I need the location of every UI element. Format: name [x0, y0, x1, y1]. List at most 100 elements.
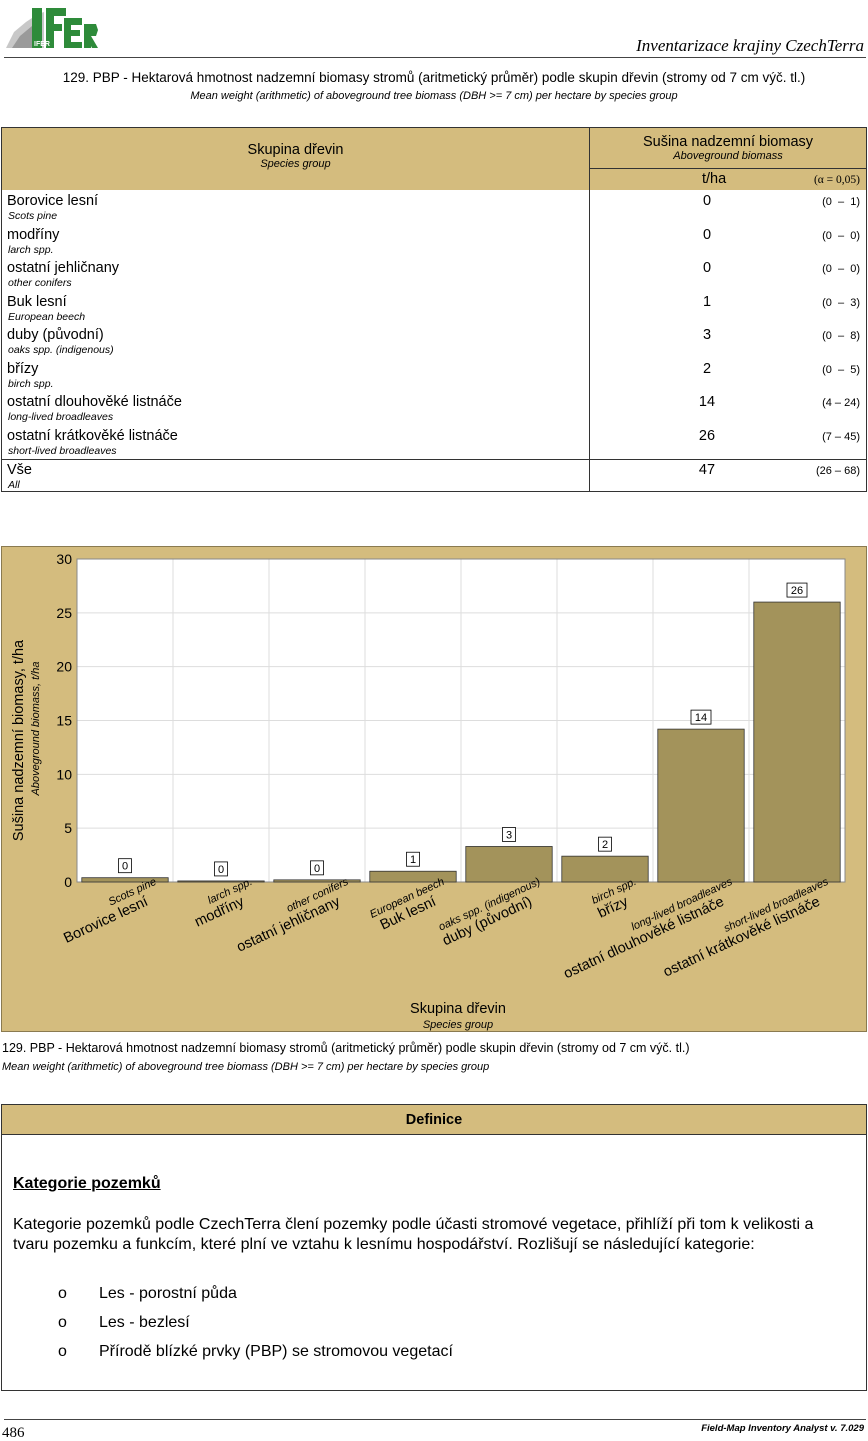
bar — [273, 879, 361, 883]
bar — [753, 601, 841, 883]
definition-item: Přírodě blízké prvky (PBP) se stromovou … — [99, 1343, 453, 1360]
biomass-header: Sušina nadzemní biomasy Aboveground biom… — [590, 134, 866, 162]
data-label: 2 — [602, 839, 608, 851]
row-value: 14 — [698, 394, 716, 410]
table-header: Skupina dřevin Species group Sušina nadz… — [2, 128, 866, 190]
row-value: 26 — [698, 427, 716, 444]
row-ci: (0 – 3) — [822, 296, 860, 309]
row-name-cz: duby (původní) — [7, 327, 104, 343]
row-ci: (0 – 0) — [822, 229, 860, 242]
species-group-header-en: Species group — [260, 158, 331, 170]
row-value: 2 — [702, 360, 712, 377]
biomass-table: Skupina dřevin Species group Sušina nadz… — [1, 127, 867, 492]
row-ci: (7 – 45) — [822, 430, 860, 443]
y-tick-label: 5 — [64, 820, 72, 836]
row-name-en: other conifers — [8, 277, 72, 289]
data-label: 26 — [791, 585, 803, 597]
row-name-en: short-lived broadleaves — [8, 444, 117, 457]
data-label: 0 — [314, 863, 320, 875]
biomass-header-en: Aboveground biomass — [673, 150, 783, 162]
row-ci: (0 – 0) — [822, 263, 860, 275]
row-name-en: oaks spp. (indigenous) — [8, 344, 114, 356]
y-tick-label: 30 — [56, 551, 72, 567]
chart-caption-en: Mean weight (arithmetic) of aboveground … — [2, 1061, 490, 1073]
y-tick-label: 20 — [56, 659, 72, 675]
row-name-en: Scots pine — [8, 210, 58, 222]
definition-heading: Kategorie pozemků — [13, 1175, 161, 1192]
table-row: ostatní krátkověké listnáče short-lived … — [2, 426, 866, 459]
document-title: Inventarizace krajiny CzechTerra — [636, 36, 864, 55]
y-axis-title-en: Aboveground biomass, t/ha — [30, 662, 42, 797]
plot-border — [76, 558, 846, 883]
x-tick-label: ostatní dlouhověké listnáče — [561, 894, 726, 982]
total-name-en: All — [8, 479, 20, 491]
row-name-en: long-lived broadleaves — [8, 411, 114, 423]
species-group-header: Skupina dřevin Species group — [2, 142, 589, 170]
y-tick-label: 15 — [56, 713, 72, 729]
row-ci: (4 – 24) — [822, 397, 860, 409]
data-label-box — [598, 836, 612, 852]
bar — [369, 870, 457, 883]
row-ci: (0 – 8) — [822, 330, 860, 342]
bullet-marker: o — [58, 1314, 67, 1331]
data-label-box — [214, 861, 228, 877]
y-axis-title: Sušina nadzemní biomasy, t/ha — [11, 639, 27, 841]
total-divider — [2, 459, 866, 460]
table-title: 129. PBP - Hektarová hmotnost nadzemní b… — [62, 70, 806, 85]
table-row: ostatní jehličnany other conifers 0 (0 –… — [2, 258, 866, 291]
data-label-box — [502, 827, 516, 842]
data-label-box — [310, 860, 324, 876]
footer-rule — [4, 1419, 866, 1420]
chart-caption: 129. PBP - Hektarová hmotnost nadzemní b… — [2, 1041, 690, 1055]
column-divider — [589, 128, 590, 491]
table-subtitle: Mean weight (arithmetic) of aboveground … — [190, 90, 678, 102]
bar — [657, 728, 745, 883]
row-name-cz: ostatní jehličnany — [7, 260, 120, 276]
definition-item: Les - bezlesí — [99, 1314, 190, 1331]
data-label: 14 — [695, 712, 707, 724]
data-label-box — [786, 582, 808, 598]
data-label-box — [406, 851, 420, 867]
row-name-cz: Borovice lesní — [7, 193, 99, 209]
table-row: Buk lesní European beech 1 (0 – 3) — [2, 292, 866, 325]
row-name-cz: modříny — [7, 226, 60, 243]
row-value: 0 — [702, 193, 712, 209]
bar — [177, 880, 265, 883]
row-name-en: larch spp. — [8, 243, 54, 256]
table-total-row: Vše All 47 (26 – 68) — [2, 460, 866, 493]
header-rule — [4, 57, 866, 58]
definition-item: Les - porostní půda — [99, 1285, 237, 1302]
row-value: 3 — [702, 327, 712, 343]
row-name-cz: břízy — [7, 360, 39, 377]
biomass-header-cz: Sušina nadzemní biomasy — [642, 134, 814, 150]
table-row: duby (původní) oaks spp. (indigenous) 3 … — [2, 325, 866, 358]
table-row: Borovice lesní Scots pine 0 (0 – 1) — [2, 191, 866, 224]
species-group-header-cz: Skupina dřevin — [247, 142, 344, 158]
row-value: 0 — [702, 226, 712, 243]
y-tick-label: 25 — [56, 605, 72, 621]
definition-header: Definice — [2, 1105, 866, 1135]
bar — [81, 877, 169, 883]
definition-box: Definice Kategorie pozemků Kategorie poz… — [1, 1104, 867, 1391]
definition-paragraph: Kategorie pozemků podle CzechTerra člení… — [13, 1216, 814, 1253]
y-tick-label: 10 — [56, 766, 72, 782]
table-row: ostatní dlouhověké listnáče long-lived b… — [2, 392, 866, 425]
data-label: 0 — [122, 861, 128, 873]
data-label: 0 — [218, 864, 224, 876]
unit-header: t/ha — [702, 171, 727, 187]
row-name-en: European beech — [8, 310, 86, 323]
logo-text: IFER — [34, 41, 50, 48]
table-row: modříny larch spp. 0 (0 – 0) — [2, 225, 866, 258]
row-name-cz: ostatní krátkověké listnáče — [7, 427, 178, 444]
row-value: 1 — [702, 293, 712, 310]
row-ci: (0 – 1) — [822, 196, 860, 208]
ifer-logo: IFER — [6, 8, 98, 48]
bullet-marker: o — [58, 1343, 67, 1360]
x-axis-title: Skupina dřevin — [410, 1001, 506, 1017]
row-value: 0 — [702, 260, 712, 276]
software-version: Field-Map Inventory Analyst v. 7.029 — [701, 1423, 864, 1434]
total-value: 47 — [698, 462, 716, 478]
data-label-box — [690, 709, 712, 725]
header-divider — [590, 168, 866, 169]
